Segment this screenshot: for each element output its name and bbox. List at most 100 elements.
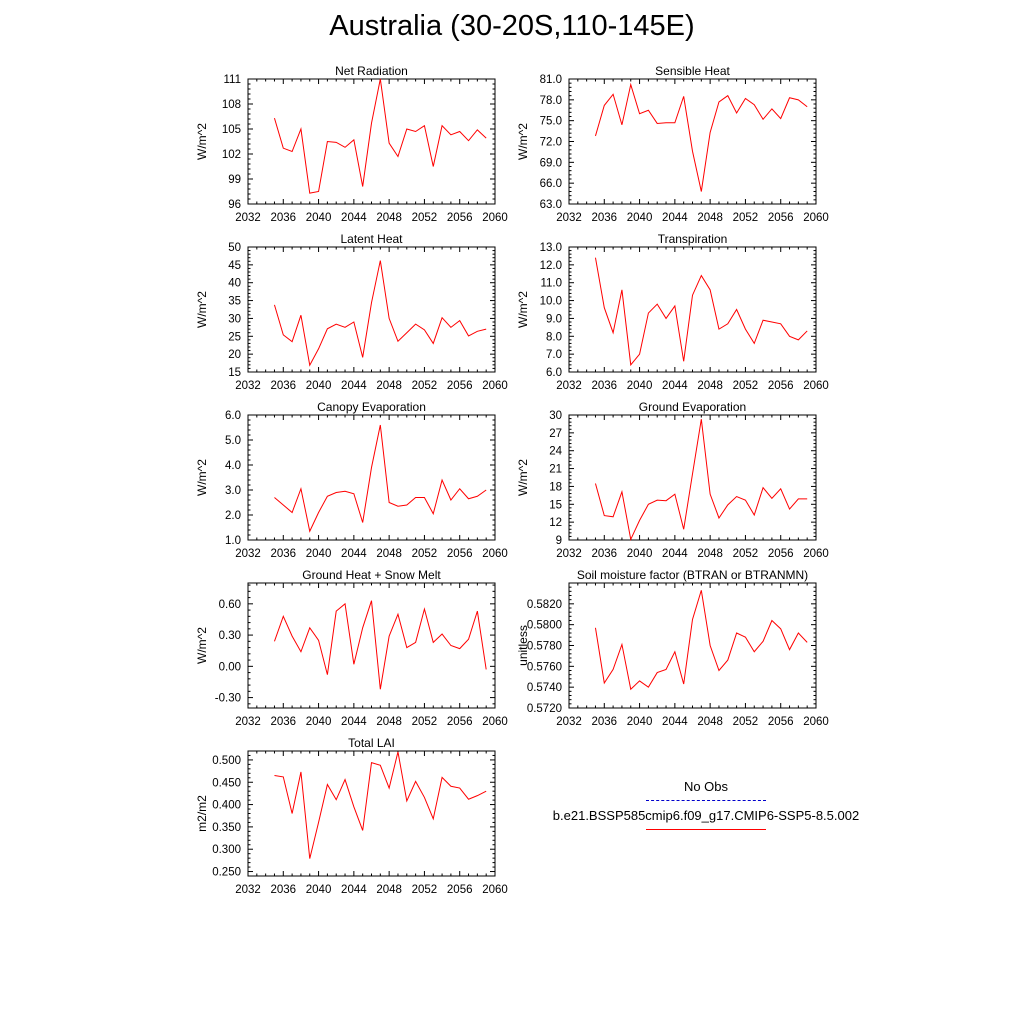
- plot-frame: [568, 78, 817, 205]
- x-tick-label: 2040: [627, 548, 653, 560]
- x-tick-label: 2040: [306, 716, 332, 728]
- y-tick-label: 15: [228, 367, 241, 379]
- x-tick-label: 2032: [235, 380, 261, 392]
- y-tick-label: 12: [549, 517, 562, 529]
- y-tick-label: 0.350: [212, 822, 241, 834]
- y-tick-label: 4.0: [225, 460, 241, 472]
- y-axis-label: W/m^2: [516, 459, 530, 496]
- x-tick-label: 2040: [306, 212, 332, 224]
- x-tick-label: 2052: [733, 716, 759, 728]
- y-tick-label: 0.300: [212, 844, 241, 856]
- x-tick-label: 2032: [235, 716, 261, 728]
- panel-4: Transpiration W/m^2 2032 2036 2040 2044 2048 20…: [516, 232, 829, 392]
- y-tick-label: 24: [549, 446, 562, 458]
- x-tick-label: 2056: [768, 380, 794, 392]
- series-line: [274, 751, 487, 859]
- x-tick-label: 2032: [556, 212, 582, 224]
- x-tick-label: 2048: [376, 716, 402, 728]
- panel-8: Soil moisture factor (BTRAN or BTRANMN) u…: [516, 568, 829, 728]
- x-tick-label: 2048: [697, 716, 723, 728]
- legend-obs-line: [646, 800, 766, 801]
- x-tick-label: 2048: [697, 380, 723, 392]
- x-tick-label: 2060: [482, 380, 508, 392]
- x-tick-label: 2036: [270, 548, 296, 560]
- y-tick-label: 0.250: [212, 867, 241, 879]
- y-axis-label: W/m^2: [195, 627, 209, 664]
- y-tick-label: 6.0: [546, 367, 562, 379]
- series-line: [594, 82, 808, 192]
- y-tick-label: 30: [228, 313, 241, 325]
- x-tick-label: 2036: [270, 884, 296, 896]
- y-tick-label: 9.0: [546, 313, 562, 325]
- x-tick-label: 2056: [447, 548, 473, 560]
- y-tick-label: 50: [228, 242, 241, 254]
- y-tick-label: 105: [222, 124, 241, 136]
- x-tick-label: 2044: [662, 212, 688, 224]
- series-line: [273, 600, 487, 690]
- x-tick-label: 2032: [556, 548, 582, 560]
- x-tick-label: 2048: [697, 212, 723, 224]
- x-tick-label: 2060: [803, 548, 829, 560]
- legend-obs-label: No Obs: [683, 779, 729, 794]
- x-tick-label: 2060: [482, 548, 508, 560]
- y-axis-label: W/m^2: [195, 291, 209, 328]
- y-tick-label: 81.0: [540, 74, 562, 86]
- panel-7: Ground Heat + Snow Melt W/m^2 2032 2036 2040…: [195, 568, 508, 728]
- plot-frame: [568, 414, 817, 541]
- y-axis-label: unitless: [516, 625, 530, 666]
- y-tick-label: 20: [228, 349, 241, 361]
- x-tick-label: 2060: [803, 716, 829, 728]
- series-line: [274, 424, 487, 533]
- series-line: [594, 590, 808, 691]
- y-tick-label: 0.500: [212, 755, 241, 767]
- plot-frame: [247, 750, 496, 877]
- x-tick-label: 2036: [591, 380, 617, 392]
- y-tick-label: 102: [222, 149, 241, 161]
- y-tick-label: 63.0: [540, 199, 562, 211]
- x-tick-label: 2048: [376, 884, 402, 896]
- panel-1: Net Radiation W/m^2 2032 2036 2040 2044 2048 20…: [195, 64, 508, 224]
- y-tick-label: 69.0: [540, 157, 562, 169]
- x-tick-label: 2036: [270, 212, 296, 224]
- x-tick-label: 2040: [306, 548, 332, 560]
- x-tick-label: 2048: [376, 212, 402, 224]
- plot-frame: [568, 582, 817, 709]
- y-tick-label: 2.0: [225, 510, 241, 522]
- y-tick-label: 0.450: [212, 777, 241, 789]
- page-title: Australia (30-20S,110-145E): [329, 10, 695, 42]
- y-tick-label: 0.5780: [527, 641, 562, 653]
- x-tick-label: 2032: [235, 884, 261, 896]
- x-tick-label: 2056: [447, 884, 473, 896]
- panel-title: Transpiration: [658, 232, 728, 246]
- x-tick-label: 2032: [556, 380, 582, 392]
- x-tick-label: 2036: [270, 716, 296, 728]
- x-tick-label: 2060: [803, 380, 829, 392]
- y-tick-label: 99: [228, 174, 241, 186]
- x-tick-label: 2060: [482, 212, 508, 224]
- y-tick-label: 75.0: [540, 116, 562, 128]
- x-tick-label: 2044: [662, 548, 688, 560]
- x-tick-label: 2040: [627, 716, 653, 728]
- x-tick-label: 2052: [733, 212, 759, 224]
- x-tick-label: 2056: [447, 716, 473, 728]
- y-tick-label: 35: [228, 296, 241, 308]
- y-axis-label: W/m^2: [195, 123, 209, 160]
- y-tick-label: 111: [224, 74, 241, 86]
- y-tick-label: 0.5820: [527, 599, 562, 611]
- panel-title: Soil moisture factor (BTRAN or BTRANMN): [577, 568, 808, 582]
- x-tick-label: 2052: [412, 884, 438, 896]
- y-tick-label: 9: [556, 535, 562, 547]
- panel-title: Ground Heat + Snow Melt: [302, 568, 441, 582]
- series-line: [273, 78, 487, 194]
- plot-frame: [247, 246, 496, 373]
- panel-title: Canopy Evaporation: [317, 400, 426, 414]
- y-tick-label: 8.0: [546, 331, 562, 343]
- y-tick-label: 5.0: [225, 435, 241, 447]
- y-tick-label: 3.0: [225, 485, 241, 497]
- y-tick-label: 108: [222, 99, 241, 111]
- x-tick-label: 2048: [376, 548, 402, 560]
- x-tick-label: 2036: [591, 716, 617, 728]
- panel-title: Total LAI: [348, 736, 395, 750]
- y-tick-label: 0.5760: [527, 661, 562, 673]
